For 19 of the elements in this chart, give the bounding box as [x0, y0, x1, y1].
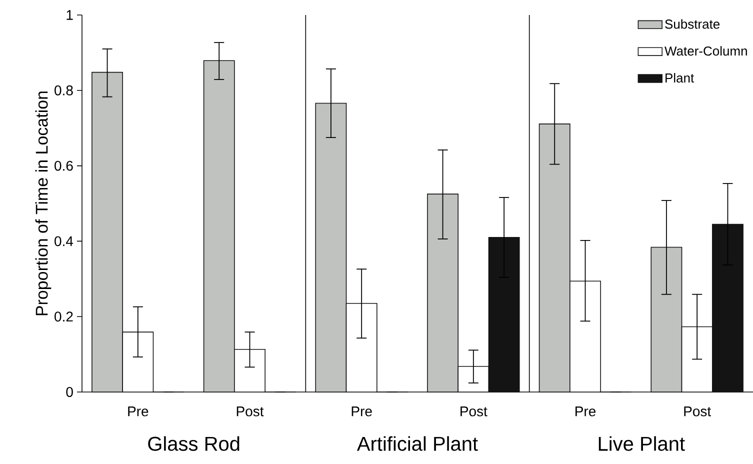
legend-label: Substrate — [665, 19, 720, 29]
text: Artificial Plant — [356, 436, 478, 451]
text: Live Plant — [598, 436, 685, 451]
y-tick-label: 0.2 — [54, 312, 73, 322]
y-axis-title: Proportion of Time in Location — [35, 92, 52, 316]
x-tick-label: Pre — [576, 406, 596, 416]
y-tick-label: 1 — [66, 10, 73, 20]
x-tick-label: Pre — [352, 406, 372, 416]
x-tick-label: Post — [684, 406, 711, 416]
text: Glass Rod — [148, 436, 240, 451]
legend-label: Plant — [666, 73, 694, 83]
y-tick-label: 0 — [66, 387, 73, 397]
y-tick-label: 0.6 — [54, 160, 73, 171]
x-tick-label: Post — [460, 406, 488, 416]
legend-label: Water-Column — [664, 46, 747, 56]
x-tick-label: Post — [236, 406, 264, 416]
x-tick-label: Pre — [128, 406, 148, 416]
y-tick-label: 0.4 — [54, 236, 74, 246]
y-tick-label: 0.8 — [54, 85, 73, 96]
